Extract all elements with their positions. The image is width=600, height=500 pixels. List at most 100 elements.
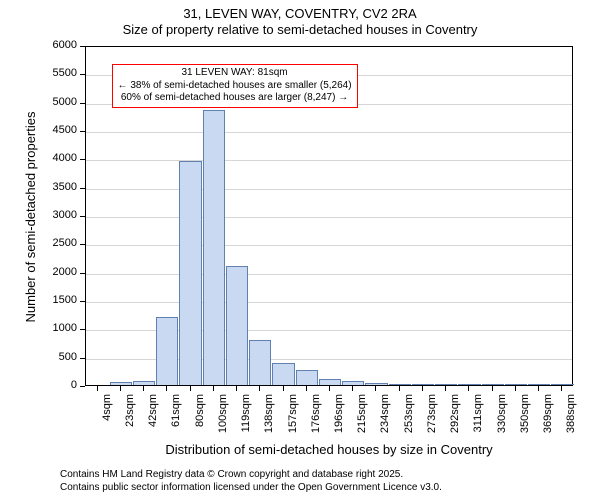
x-tick-mark [468, 386, 469, 391]
y-tick-label: 6000 [37, 39, 77, 51]
x-tick-label: 119sqm [240, 394, 252, 489]
chart-title-sub: Size of property relative to semi-detach… [0, 21, 600, 37]
histogram-bar [389, 384, 411, 385]
annotation-line: 60% of semi-detached houses are larger (… [118, 92, 352, 105]
y-tick-label: 500 [37, 351, 77, 363]
y-tick-label: 3000 [37, 209, 77, 221]
y-tick-mark [80, 46, 85, 47]
histogram-bar [133, 381, 155, 385]
histogram-bar [458, 384, 480, 385]
histogram-bar [412, 384, 434, 385]
y-tick-mark [80, 386, 85, 387]
histogram-bar [365, 383, 387, 385]
x-tick-label: 369sqm [542, 394, 554, 489]
x-tick-mark [190, 386, 191, 391]
x-tick-mark [561, 386, 562, 391]
x-tick-mark [213, 386, 214, 391]
x-tick-label: 215sqm [356, 394, 368, 489]
x-tick-mark [538, 386, 539, 391]
y-tick-mark [80, 273, 85, 274]
x-tick-mark [352, 386, 353, 391]
y-tick-label: 5500 [37, 67, 77, 79]
histogram-bar [110, 382, 132, 385]
y-tick-mark [80, 188, 85, 189]
gridline [86, 245, 572, 246]
histogram-bar [435, 384, 457, 385]
x-tick-label: 23sqm [124, 394, 136, 489]
x-tick-label: 42sqm [147, 394, 159, 489]
y-tick-label: 3500 [37, 181, 77, 193]
x-tick-label: 157sqm [287, 394, 299, 489]
chart-container: 31, LEVEN WAY, COVENTRY, CV2 2RA Size of… [0, 0, 600, 500]
x-tick-mark [97, 386, 98, 391]
histogram-bar [296, 370, 318, 385]
histogram-bar [551, 384, 573, 385]
x-tick-mark [306, 386, 307, 391]
x-tick-mark [422, 386, 423, 391]
histogram-bar [203, 110, 225, 385]
x-tick-label: 330sqm [496, 394, 508, 489]
gridline [86, 132, 572, 133]
histogram-bar [482, 384, 504, 385]
x-tick-mark [143, 386, 144, 391]
annotation-box: 31 LEVEN WAY: 81sqm← 38% of semi-detache… [112, 64, 358, 108]
x-tick-label: 176sqm [310, 394, 322, 489]
y-tick-mark [80, 244, 85, 245]
histogram-bar [528, 384, 550, 385]
y-tick-label: 5000 [37, 96, 77, 108]
x-tick-label: 273sqm [426, 394, 438, 489]
histogram-bar [226, 266, 248, 385]
histogram-bar [319, 379, 341, 385]
y-tick-label: 4000 [37, 152, 77, 164]
y-tick-mark [80, 216, 85, 217]
x-tick-mark [236, 386, 237, 391]
x-tick-label: 234sqm [379, 394, 391, 489]
x-tick-mark [259, 386, 260, 391]
annotation-line: 31 LEVEN WAY: 81sqm [118, 67, 352, 80]
x-tick-label: 196sqm [333, 394, 345, 489]
gridline [86, 302, 572, 303]
x-tick-mark [166, 386, 167, 391]
y-tick-mark [80, 74, 85, 75]
histogram-bar [272, 363, 294, 385]
y-tick-label: 2500 [37, 237, 77, 249]
y-tick-mark [80, 159, 85, 160]
y-tick-label: 4500 [37, 124, 77, 136]
y-tick-mark [80, 358, 85, 359]
y-tick-label: 1500 [37, 294, 77, 306]
histogram-bar [505, 384, 527, 385]
x-tick-mark [492, 386, 493, 391]
x-tick-mark [515, 386, 516, 391]
y-tick-label: 0 [37, 379, 77, 391]
x-tick-mark [399, 386, 400, 391]
histogram-bar [249, 340, 271, 385]
chart-title-main: 31, LEVEN WAY, COVENTRY, CV2 2RA [0, 0, 600, 21]
annotation-line: ← 38% of semi-detached houses are smalle… [118, 80, 352, 93]
x-tick-label: 4sqm [101, 394, 113, 489]
x-tick-label: 61sqm [170, 394, 182, 489]
histogram-bar [342, 381, 364, 385]
x-tick-label: 138sqm [263, 394, 275, 489]
y-tick-mark [80, 103, 85, 104]
gridline [86, 274, 572, 275]
plot-area: 31 LEVEN WAY: 81sqm← 38% of semi-detache… [85, 46, 573, 386]
y-tick-mark [80, 329, 85, 330]
y-tick-label: 1000 [37, 322, 77, 334]
x-tick-label: 253sqm [403, 394, 415, 489]
y-axis-label: Number of semi-detached properties [23, 98, 38, 336]
x-tick-mark [445, 386, 446, 391]
x-tick-mark [283, 386, 284, 391]
histogram-bar [179, 161, 201, 385]
y-tick-label: 2000 [37, 266, 77, 278]
x-tick-label: 292sqm [449, 394, 461, 489]
y-tick-mark [80, 301, 85, 302]
gridline [86, 217, 572, 218]
x-tick-label: 311sqm [472, 394, 484, 489]
x-tick-label: 388sqm [565, 394, 577, 489]
x-tick-mark [375, 386, 376, 391]
x-tick-label: 80sqm [194, 394, 206, 489]
x-tick-label: 100sqm [217, 394, 229, 489]
x-tick-mark [120, 386, 121, 391]
plot-wrap: 31 LEVEN WAY: 81sqm← 38% of semi-detache… [85, 46, 573, 386]
gridline [86, 189, 572, 190]
